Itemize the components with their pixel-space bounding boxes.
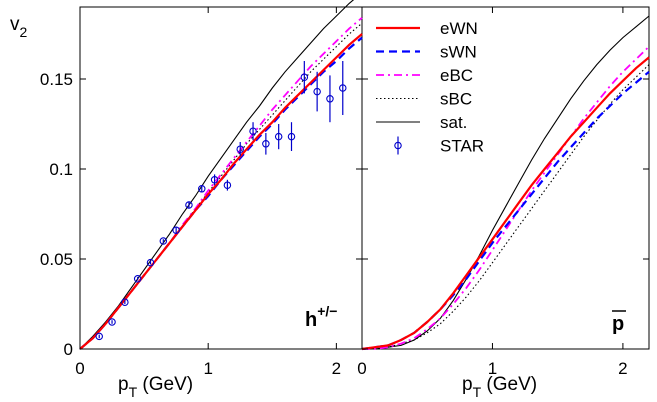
star-data-point (313, 87, 321, 96)
star-data-point (133, 275, 142, 283)
legend-label: sat. (440, 113, 467, 132)
star-data-point (210, 176, 219, 184)
legend-label: STAR (440, 137, 484, 156)
right-panel-curves (361, 15, 650, 351)
y-tick-label: 0.15 (40, 70, 73, 89)
legend-item: eBC (376, 66, 473, 85)
star-data-point (185, 201, 193, 209)
axis-tick-labels: 0 1 200.050.10.150 1 2 (40, 70, 628, 378)
right-x-axis-label: pT (GeV) (462, 374, 537, 400)
star-data-point (108, 318, 116, 326)
legend-item: eWN (376, 19, 478, 38)
star-data-point (326, 95, 334, 103)
left-series-eBC (79, 17, 363, 350)
right-series-eBC (362, 45, 650, 350)
star-data-point (95, 332, 103, 341)
star-data-point (287, 132, 296, 141)
x-tick-label: 0 (357, 359, 366, 378)
x-tick-label: 1 (203, 359, 212, 378)
x-tick-label: 2 (618, 359, 627, 378)
right-series-eWN (361, 56, 650, 351)
star-data-point (172, 226, 180, 234)
star-data-point (274, 132, 283, 141)
right-series-sWN (361, 70, 650, 351)
y-tick-label: 0.05 (40, 250, 73, 269)
star-data-point (236, 145, 244, 153)
y-tick-label: 0.1 (49, 160, 73, 179)
left-x-axis-label: pT (GeV) (118, 374, 193, 400)
left-panel-curves (79, 0, 363, 350)
legend-label: sWN (440, 43, 477, 62)
star-data-point (198, 185, 206, 193)
star-data-point (223, 181, 232, 189)
legend-item: sWN (376, 43, 477, 62)
right-series-sat (362, 15, 650, 350)
legend: eWN sWN eBC sBC sat. STAR (376, 19, 484, 156)
left-series-eWN (79, 33, 363, 350)
x-tick-label: 1 (488, 359, 497, 378)
legend-label: eWN (440, 19, 478, 38)
right-series-sBC (362, 64, 650, 350)
star-data-point (146, 258, 155, 267)
axis-ticks (79, 7, 649, 350)
legend-item: sat. (376, 113, 467, 132)
y-tick-label: 0 (64, 340, 73, 359)
x-tick-label: 0 (75, 359, 84, 378)
star-data-point (339, 84, 347, 92)
legend-item: sBC (376, 90, 472, 109)
legend-item: STAR (394, 136, 484, 156)
left-panel-frame (79, 6, 363, 350)
left-panel-star-data (95, 61, 347, 341)
right-panel-frame (361, 6, 650, 350)
legend-label: sBC (440, 90, 472, 109)
legend-label: eBC (440, 66, 473, 85)
left-series-sat (79, 0, 355, 350)
legend-marker (394, 141, 402, 150)
star-data-point (249, 127, 257, 135)
right-panel-label: p (612, 313, 624, 335)
star-data-point (262, 140, 270, 148)
star-data-point (159, 237, 168, 245)
star-data-point (300, 73, 309, 81)
left-panel-label: h+/− (305, 303, 337, 331)
x-tick-label: 2 (332, 359, 341, 378)
star-data-point (121, 298, 129, 306)
y-axis-label: v2 (10, 14, 28, 40)
